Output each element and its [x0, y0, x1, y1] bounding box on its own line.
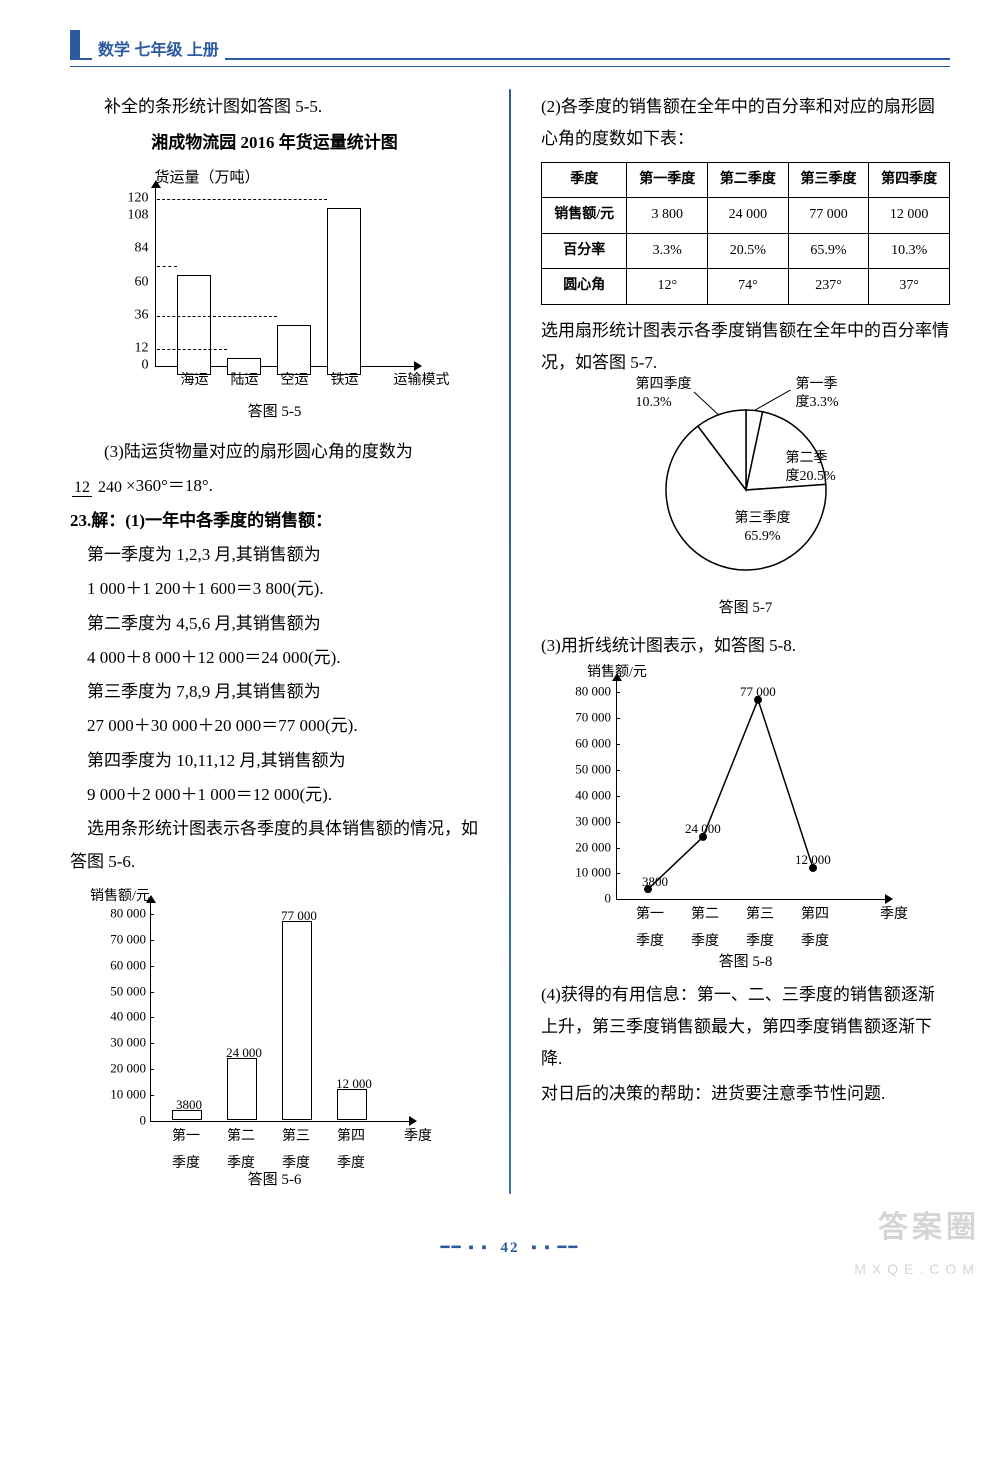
left-column: 补全的条形统计图如答图 5-5. 湘成物流园 2016 年货运量统计图 货运量（…: [70, 89, 479, 1194]
pie-label-q4: 第四季度10.3%: [636, 376, 726, 412]
fraction-rest: ×360°＝18°.: [126, 476, 213, 495]
fraction-numerator: 12: [72, 479, 92, 497]
text-land-angle-1: (3)陆运货物量对应的扇形圆心角的度数为: [70, 436, 479, 468]
pie-label-q1: 第一季度3.3%: [796, 376, 846, 412]
fraction: 12 240: [72, 479, 124, 497]
fig55-caption: 答图 5-5: [70, 398, 479, 427]
fig-5-8-line-chart: 销售额/元 010 00020 00030 00040 00050 00060 …: [541, 664, 950, 977]
pie-svg: [646, 390, 846, 590]
text-p1: 补全的条形统计图如答图 5-5.: [70, 91, 479, 123]
fig56-caption: 答图 5-6: [70, 1166, 479, 1195]
q2-line-a: 第二季度为 4,5,6 月,其销售额为: [70, 608, 479, 640]
pie-label-q2: 第二季度20.5%: [786, 450, 856, 486]
fig-5-7-pie-chart: 第一季度3.3% 第二季度20.5% 第三季度65.9% 第四季度10.3% 答…: [596, 390, 896, 623]
q3-line-b: 27 000＋30 000＋20 000＝77 000(元).: [70, 710, 479, 742]
header-label: 数学 七年级 上册: [92, 36, 225, 66]
r-pie-note: 选用扇形统计图表示各季度销售额在全年中的百分率情况，如答图 5-7.: [541, 315, 950, 380]
fig57-caption: 答图 5-7: [596, 594, 896, 623]
q2-line-b: 4 000＋8 000＋12 000＝24 000(元).: [70, 642, 479, 674]
pie-label-q3: 第三季度65.9%: [718, 510, 808, 546]
page-footer: ━━ ▪ ▪ 42 ▪ ▪ ━━: [70, 1234, 950, 1263]
barnote: 选用条形统计图表示各季度的具体销售额的情况，如答图 5-6.: [70, 813, 479, 878]
text-land-angle-eq: 12 240 ×360°＝18°.: [70, 470, 479, 502]
arrow-up-icon: [151, 180, 161, 188]
q23-head: 23.解：(1)一年中各季度的销售额：: [70, 505, 479, 537]
fig-5-6-bar-chart: 销售额/元 010 00020 00030 00040 00050 00060 …: [70, 886, 479, 1195]
q1-line-a: 第一季度为 1,2,3 月,其销售额为: [70, 539, 479, 571]
watermark-line2: MXQE.COM: [854, 1256, 980, 1283]
column-divider: [509, 89, 511, 1194]
fig55-title: 湘成物流园 2016 年货运量统计图: [70, 127, 479, 159]
page-header: 数学 七年级 上册: [70, 30, 950, 60]
quarter-table: 季度第一季度第二季度第三季度第四季度销售额/元3 80024 00077 000…: [541, 162, 950, 305]
r-p4b: 对日后的决策的帮助：进货要注意季节性问题.: [541, 1078, 950, 1110]
right-column: (2)各季度的销售额在全年中的百分率和对应的扇形圆心角的度数如下表： 季度第一季…: [541, 89, 950, 1194]
r-p4a: (4)获得的有用信息：第一、二、三季度的销售额逐渐上升，第三季度销售额最大，第四…: [541, 979, 950, 1076]
watermark: 答案圈 MXQE.COM: [854, 1199, 980, 1283]
q4-line-b: 9 000＋2 000＋1 000＝12 000(元).: [70, 779, 479, 811]
watermark-line1: 答案圈: [854, 1199, 980, 1256]
arrow-up-icon: [146, 895, 156, 903]
q3-line-a: 第三季度为 7,8,9 月,其销售额为: [70, 676, 479, 708]
r-p2: (2)各季度的销售额在全年中的百分率和对应的扇形圆心角的度数如下表：: [541, 91, 950, 156]
q4-line-a: 第四季度为 10,11,12 月,其销售额为: [70, 745, 479, 777]
page-number: 42: [495, 1234, 526, 1263]
fig-5-5-bar-chart: 湘成物流园 2016 年货运量统计图 货运量（万吨） 0123660841081…: [70, 127, 479, 426]
q1-line-b: 1 000＋1 200＋1 600＝3 800(元).: [70, 573, 479, 605]
fraction-denominator: 240: [96, 479, 124, 496]
r-p3: (3)用折线统计图表示，如答图 5-8.: [541, 630, 950, 662]
